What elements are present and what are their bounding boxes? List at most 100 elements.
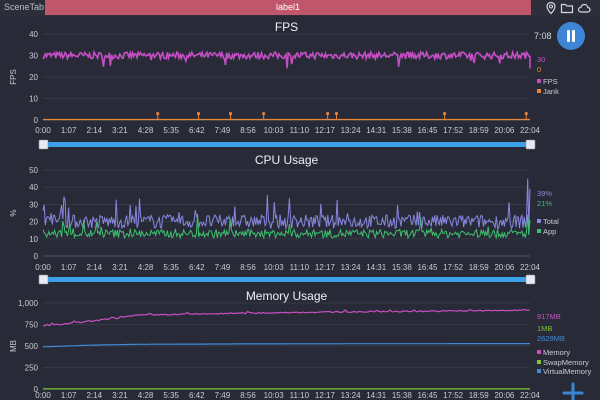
cloud-icon[interactable] — [577, 1, 591, 15]
legend-swatch — [537, 219, 541, 223]
x-tick-label: 4:28 — [138, 263, 154, 272]
y-tick-label: 40 — [29, 183, 38, 192]
scene-tab[interactable]: SceneTab — [4, 2, 45, 12]
y-tick-label: 750 — [25, 321, 39, 330]
y-axis-label: MB — [9, 340, 18, 352]
pause-icon — [567, 30, 570, 42]
x-tick-label: 7:49 — [215, 263, 231, 272]
active-label-tab[interactable]: label1 — [45, 0, 531, 15]
legend-swatch — [537, 89, 541, 93]
x-tick-label: 0:00 — [35, 263, 51, 272]
legend-label: Memory — [543, 348, 570, 357]
legend-label: Total — [543, 217, 559, 226]
x-tick-label: 10:03 — [264, 263, 285, 272]
jank-marker — [524, 111, 528, 116]
scrollbar-handle[interactable] — [38, 139, 49, 150]
y-tick-label: 20 — [29, 73, 38, 82]
last-value-label: 1MB — [537, 324, 552, 333]
x-tick-label: 2:14 — [86, 126, 102, 135]
y-tick-label: 0 — [34, 116, 39, 125]
x-tick-label: 16:45 — [417, 391, 438, 400]
x-tick-label: 5:35 — [163, 391, 179, 400]
legend-swatch — [537, 229, 541, 233]
x-tick-label: 20:06 — [494, 391, 515, 400]
legend-label: SwapMemory — [543, 358, 589, 367]
chart-title: FPS — [275, 20, 298, 34]
x-tick-label: 14:31 — [366, 263, 387, 272]
top-bar: SceneTab label1 — [0, 0, 600, 16]
y-axis-label: FPS — [9, 69, 18, 85]
legend-label: FPS — [543, 77, 558, 86]
x-tick-label: 16:45 — [417, 263, 438, 272]
y-tick-label: 0 — [34, 385, 39, 394]
series-line-virtual — [42, 343, 530, 348]
last-value-label: 2629MB — [537, 334, 565, 343]
time-range-scrollbar[interactable] — [43, 277, 530, 282]
x-tick-label: 12:17 — [315, 391, 336, 400]
x-tick-label: 6:42 — [189, 126, 205, 135]
x-tick-label: 22:04 — [520, 391, 541, 400]
x-tick-label: 10:03 — [264, 391, 285, 400]
last-value-label: 39% — [537, 189, 552, 198]
x-tick-label: 0:00 — [35, 126, 51, 135]
y-tick-label: 10 — [29, 235, 38, 244]
y-tick-label: 30 — [29, 200, 38, 209]
legend-label: App — [543, 227, 556, 236]
last-value-label: 0 — [537, 65, 541, 74]
x-tick-label: 22:04 — [520, 126, 541, 135]
x-tick-label: 8:56 — [240, 263, 256, 272]
y-tick-label: 500 — [25, 342, 39, 351]
scrollbar-handle[interactable] — [525, 274, 536, 285]
jank-marker — [196, 111, 201, 116]
legend-swatch — [537, 350, 541, 354]
x-tick-label: 17:52 — [443, 263, 464, 272]
scrollbar-handle[interactable] — [525, 139, 536, 150]
y-tick-label: 50 — [29, 166, 38, 175]
x-tick-label: 4:28 — [138, 126, 154, 135]
x-tick-label: 15:38 — [392, 391, 413, 400]
legend-swatch — [537, 369, 541, 373]
y-axis-label: % — [9, 209, 18, 216]
x-tick-label: 13:24 — [341, 126, 362, 135]
series-line-fps — [42, 49, 531, 69]
x-tick-label: 2:14 — [86, 263, 102, 272]
x-tick-label: 22:04 — [520, 263, 541, 272]
x-tick-label: 1:07 — [61, 391, 77, 400]
time-range-scrollbar[interactable] — [43, 142, 530, 147]
x-tick-label: 1:07 — [61, 126, 77, 135]
jank-marker — [326, 111, 330, 116]
y-tick-label: 250 — [25, 364, 39, 373]
x-tick-label: 13:24 — [341, 391, 362, 400]
x-tick-label: 12:17 — [315, 126, 336, 135]
x-tick-label: 11:10 — [290, 263, 310, 272]
x-tick-label: 7:49 — [215, 126, 231, 135]
x-tick-label: 3:21 — [112, 126, 128, 135]
x-tick-label: 20:06 — [494, 126, 515, 135]
x-tick-label: 11:10 — [290, 391, 310, 400]
x-tick-label: 3:21 — [112, 263, 128, 272]
add-icon[interactable] — [561, 381, 585, 400]
scrollbar-handle[interactable] — [38, 274, 49, 285]
x-tick-label: 5:35 — [163, 126, 179, 135]
chart-title: CPU Usage — [255, 153, 319, 167]
x-tick-label: 15:38 — [392, 263, 413, 272]
chart-title: Memory Usage — [246, 289, 328, 303]
y-tick-label: 20 — [29, 218, 38, 227]
series-line-total — [42, 178, 531, 231]
legend-swatch — [537, 360, 541, 364]
location-pin-icon[interactable] — [544, 1, 558, 15]
x-tick-label: 5:35 — [163, 263, 179, 272]
x-tick-label: 18:59 — [469, 126, 490, 135]
pause-button[interactable] — [557, 22, 585, 50]
x-tick-label: 20:06 — [494, 263, 515, 272]
series-line-memory — [42, 308, 530, 327]
folder-icon[interactable] — [560, 1, 574, 15]
jank-marker — [262, 111, 266, 116]
jank-marker — [334, 111, 339, 116]
last-value-label: 21% — [537, 199, 552, 208]
x-tick-label: 2:14 — [86, 391, 102, 400]
y-tick-label: 10 — [29, 95, 38, 104]
elapsed-timer: 7:08 — [534, 31, 552, 41]
